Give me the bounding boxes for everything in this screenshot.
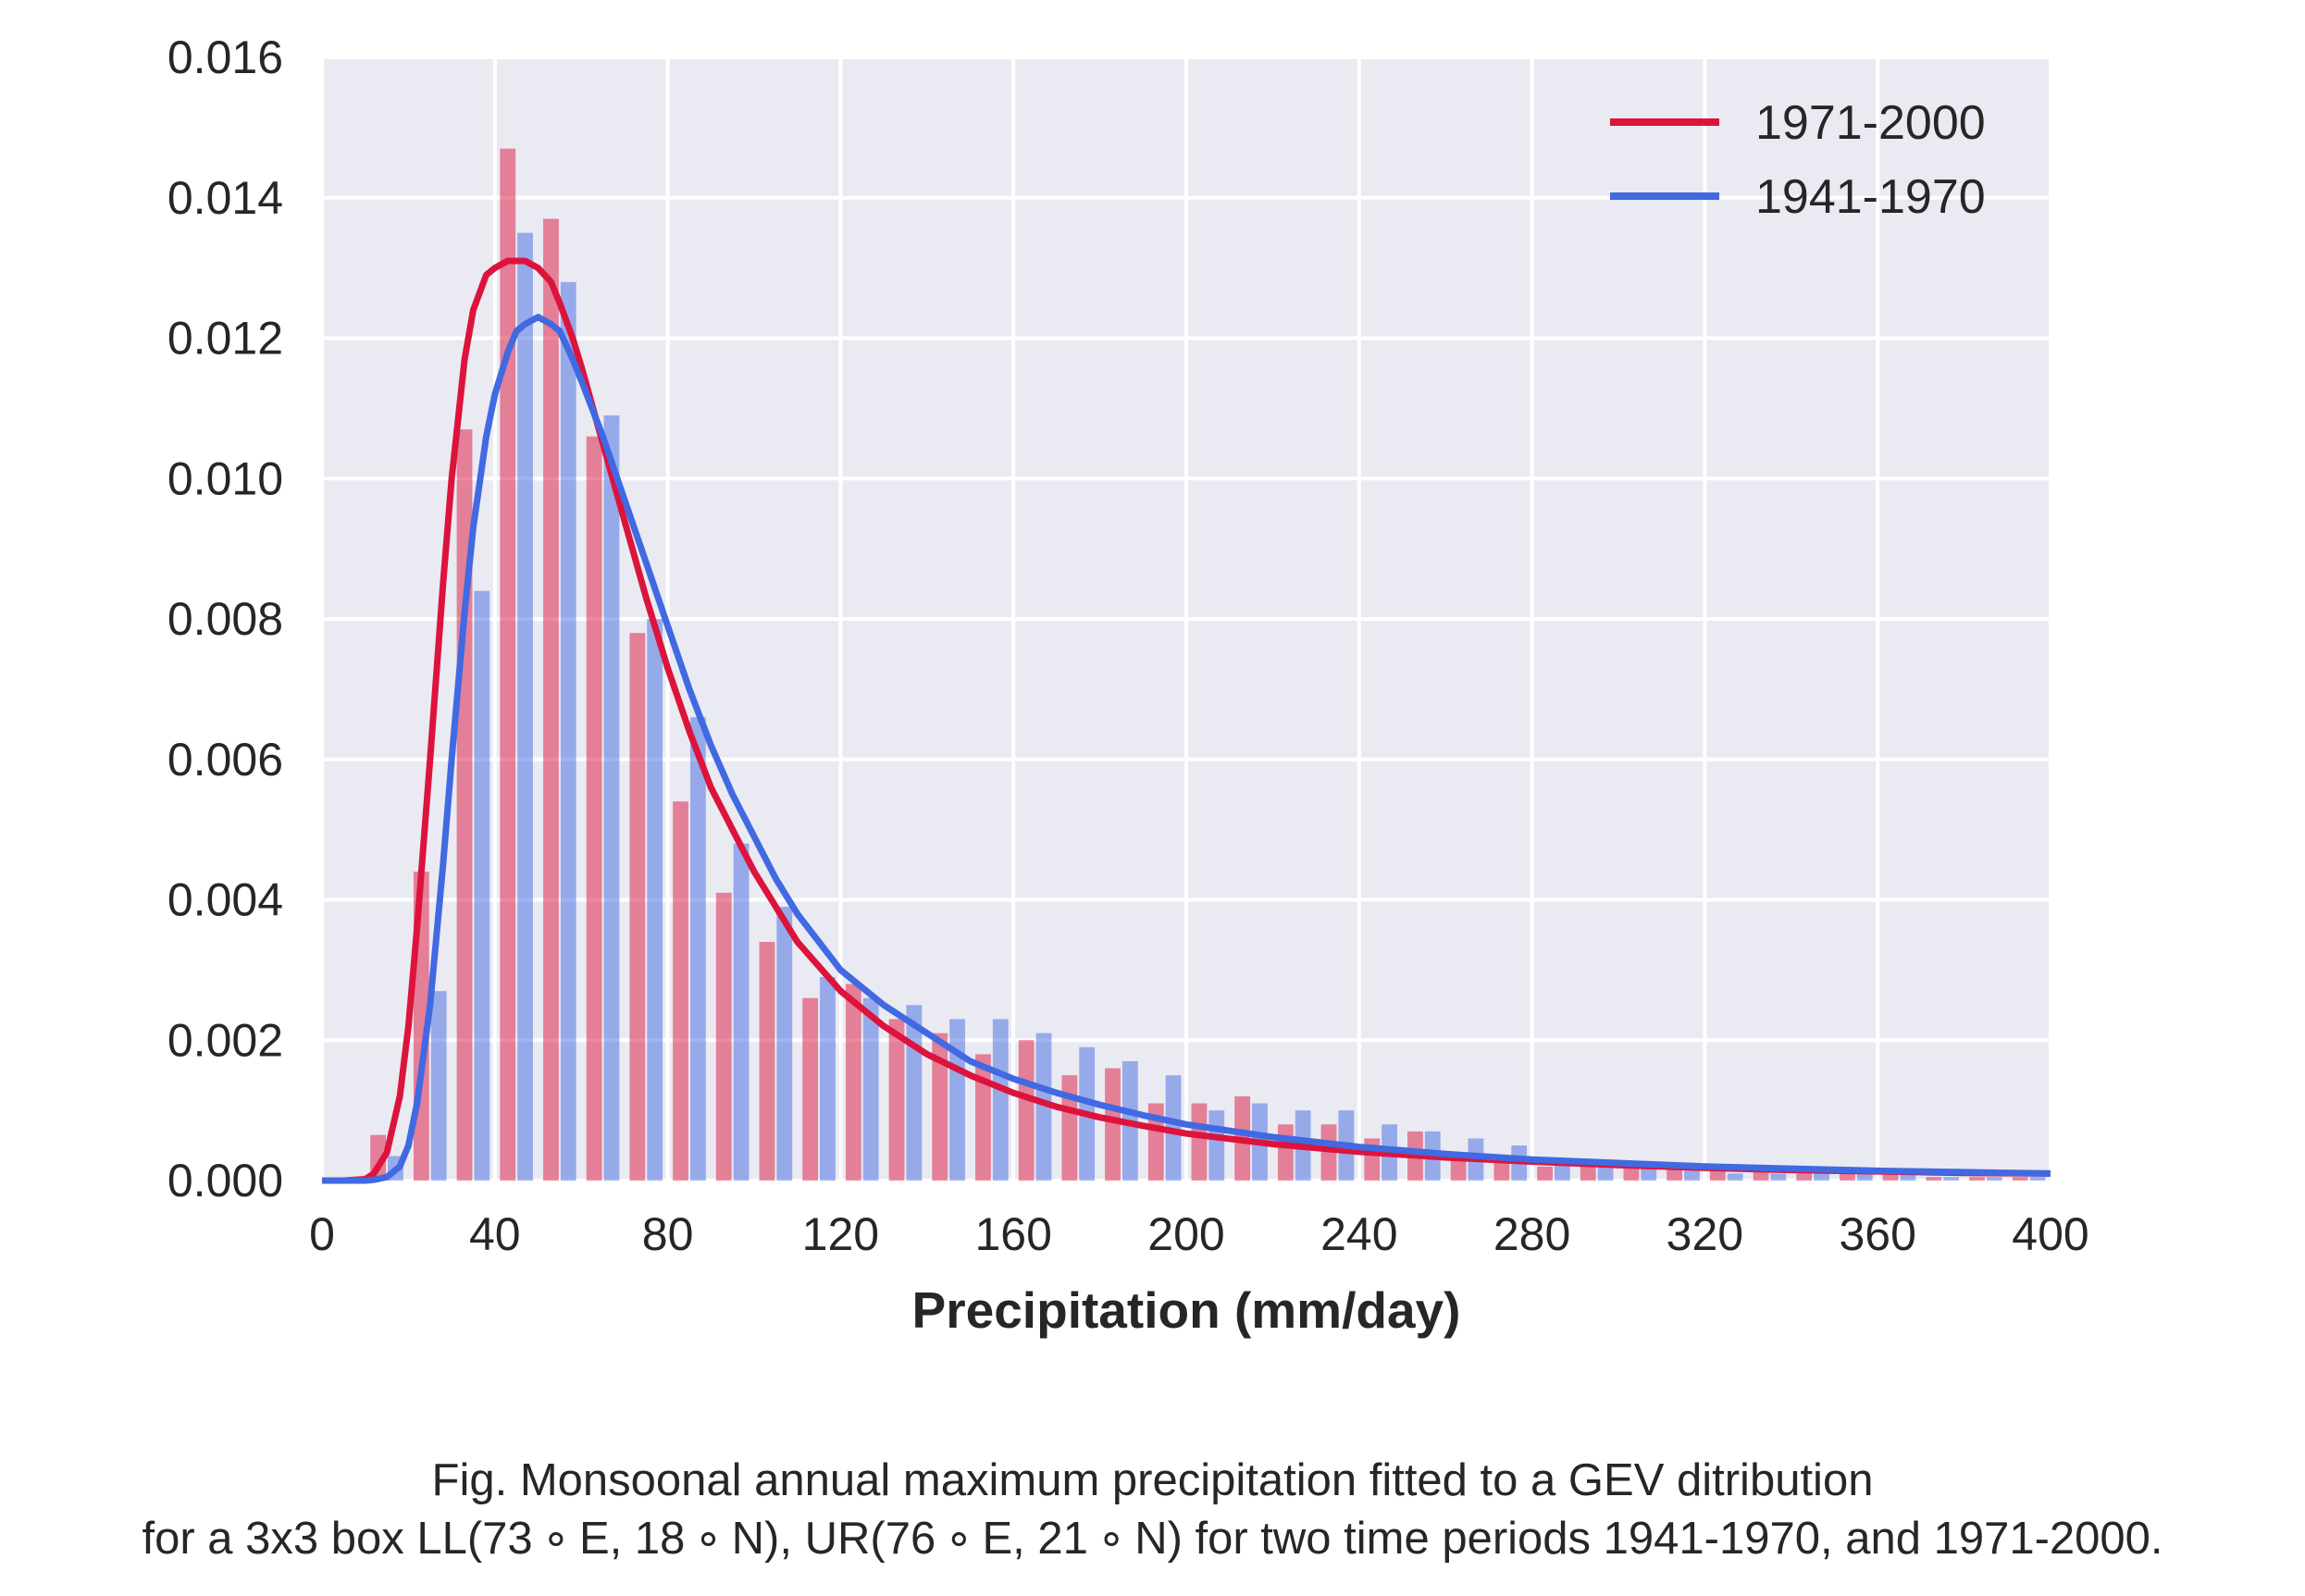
bar-1941-1970	[776, 907, 793, 1181]
bar-1941-1970	[2029, 1177, 2046, 1181]
bar-1941-1970	[1770, 1173, 1787, 1181]
bar-1971-2000	[1796, 1173, 1813, 1181]
figure-caption-line-2: for a 3x3 box LL(73 ∘ E, 18 ∘ N), UR(76 …	[142, 1514, 2163, 1564]
bar-1971-2000	[1061, 1075, 1078, 1181]
legend: 1971-2000 1941-1970	[1610, 96, 1986, 224]
y-tick-label: 0.010	[167, 452, 283, 504]
bar-1971-2000	[1105, 1068, 1121, 1181]
x-tick-label: 200	[1147, 1208, 1224, 1260]
bar-1971-2000	[1018, 1040, 1035, 1181]
y-tick-label: 0.000	[167, 1155, 283, 1206]
bar-1971-2000	[1926, 1177, 1942, 1181]
y-tick-label: 0.004	[167, 874, 283, 926]
x-tick-label: 240	[1320, 1208, 1397, 1260]
bar-1971-2000	[1969, 1177, 1985, 1181]
x-tick-label: 120	[802, 1208, 879, 1260]
x-tick-label: 280	[1493, 1208, 1570, 1260]
bar-1971-2000	[673, 801, 688, 1181]
bar-1971-2000	[1580, 1166, 1596, 1181]
x-tick-label: 160	[974, 1208, 1051, 1260]
bar-1941-1970	[1727, 1173, 1743, 1181]
x-tick-label: 40	[469, 1208, 521, 1260]
bar-1971-2000	[1840, 1173, 1855, 1181]
bar-1971-2000	[802, 997, 819, 1181]
bar-1941-1970	[949, 1019, 965, 1181]
tick-labels: 0 40 80 120 160 200 240 280 320 360 400 0.000 0.002 0…	[167, 31, 2089, 1260]
x-tick-label: 360	[1839, 1208, 1915, 1260]
bar-1971-2000	[500, 148, 516, 1182]
legend-label: 1941-1970	[1755, 170, 1986, 224]
bar-1941-1970	[1986, 1177, 2002, 1181]
bar-1971-2000	[1191, 1103, 1208, 1181]
bar-1941-1970	[647, 619, 663, 1181]
bar-1941-1970	[1641, 1166, 1657, 1181]
bar-1971-2000	[715, 892, 732, 1181]
bar-1971-2000	[1320, 1124, 1337, 1181]
bar-1971-2000	[1623, 1166, 1640, 1181]
bar-1941-1970	[1856, 1173, 1873, 1181]
bar-1971-2000	[975, 1054, 991, 1181]
bar-1971-2000	[2012, 1177, 2028, 1181]
bar-1971-2000	[1537, 1166, 1553, 1181]
bar-1941-1970	[733, 843, 750, 1181]
bar-1941-1970	[992, 1019, 1009, 1181]
y-tick-label: 0.016	[167, 31, 283, 83]
bar-1971-2000	[1493, 1159, 1510, 1181]
bar-1941-1970	[1208, 1110, 1225, 1181]
y-tick-label: 0.014	[167, 172, 283, 224]
grid-lines	[320, 56, 2052, 1182]
x-tick-label: 320	[1667, 1208, 1743, 1260]
legend-label: 1971-2000	[1755, 96, 1986, 150]
fit-curves	[322, 257, 2051, 1184]
fit-curve-1971-2000	[322, 257, 2051, 1184]
bar-1941-1970	[1900, 1173, 1916, 1181]
bar-1941-1970	[862, 997, 879, 1181]
bar-1941-1970	[430, 991, 447, 1181]
bar-1971-2000	[1277, 1124, 1294, 1181]
bar-1971-2000	[629, 633, 646, 1181]
bar-1941-1970	[689, 717, 706, 1181]
bar-1941-1970	[1943, 1177, 1960, 1181]
bar-1971-2000	[759, 942, 775, 1181]
figure-caption-line-1: Fig. Monsoonal annual maximum precipitat…	[431, 1455, 1874, 1505]
bar-1971-2000	[586, 436, 602, 1182]
bar-1971-2000	[543, 218, 559, 1182]
y-tick-label: 0.002	[167, 1014, 283, 1066]
bar-1941-1970	[1165, 1075, 1182, 1181]
y-tick-label: 0.012	[167, 313, 283, 365]
bar-1971-2000	[888, 1019, 905, 1181]
x-tick-label: 400	[2012, 1208, 2088, 1260]
bar-1971-2000	[932, 1033, 948, 1181]
bar-1971-2000	[456, 429, 473, 1181]
bar-1941-1970	[820, 976, 836, 1181]
y-tick-label: 0.008	[167, 593, 283, 645]
bar-1971-2000	[1882, 1173, 1899, 1181]
x-tick-label: 80	[642, 1208, 694, 1260]
bar-1941-1970	[1814, 1173, 1829, 1181]
bar-1941-1970	[517, 232, 533, 1181]
y-tick-label: 0.006	[167, 734, 283, 786]
x-tick-label: 0	[309, 1208, 335, 1260]
bar-1971-2000	[1753, 1169, 1769, 1181]
bar-1941-1970	[1035, 1033, 1052, 1181]
bar-1971-2000	[845, 984, 861, 1181]
histogram-bars	[370, 148, 2046, 1182]
fit-curve-1941-1970	[322, 314, 2051, 1184]
bar-1941-1970	[1597, 1166, 1614, 1181]
x-axis-title: Precipitation (mm/day)	[912, 1281, 1461, 1339]
bar-1941-1970	[603, 414, 620, 1181]
bar-1941-1970	[560, 281, 576, 1181]
bar-1941-1970	[474, 590, 490, 1181]
bar-1971-2000	[1147, 1103, 1164, 1181]
